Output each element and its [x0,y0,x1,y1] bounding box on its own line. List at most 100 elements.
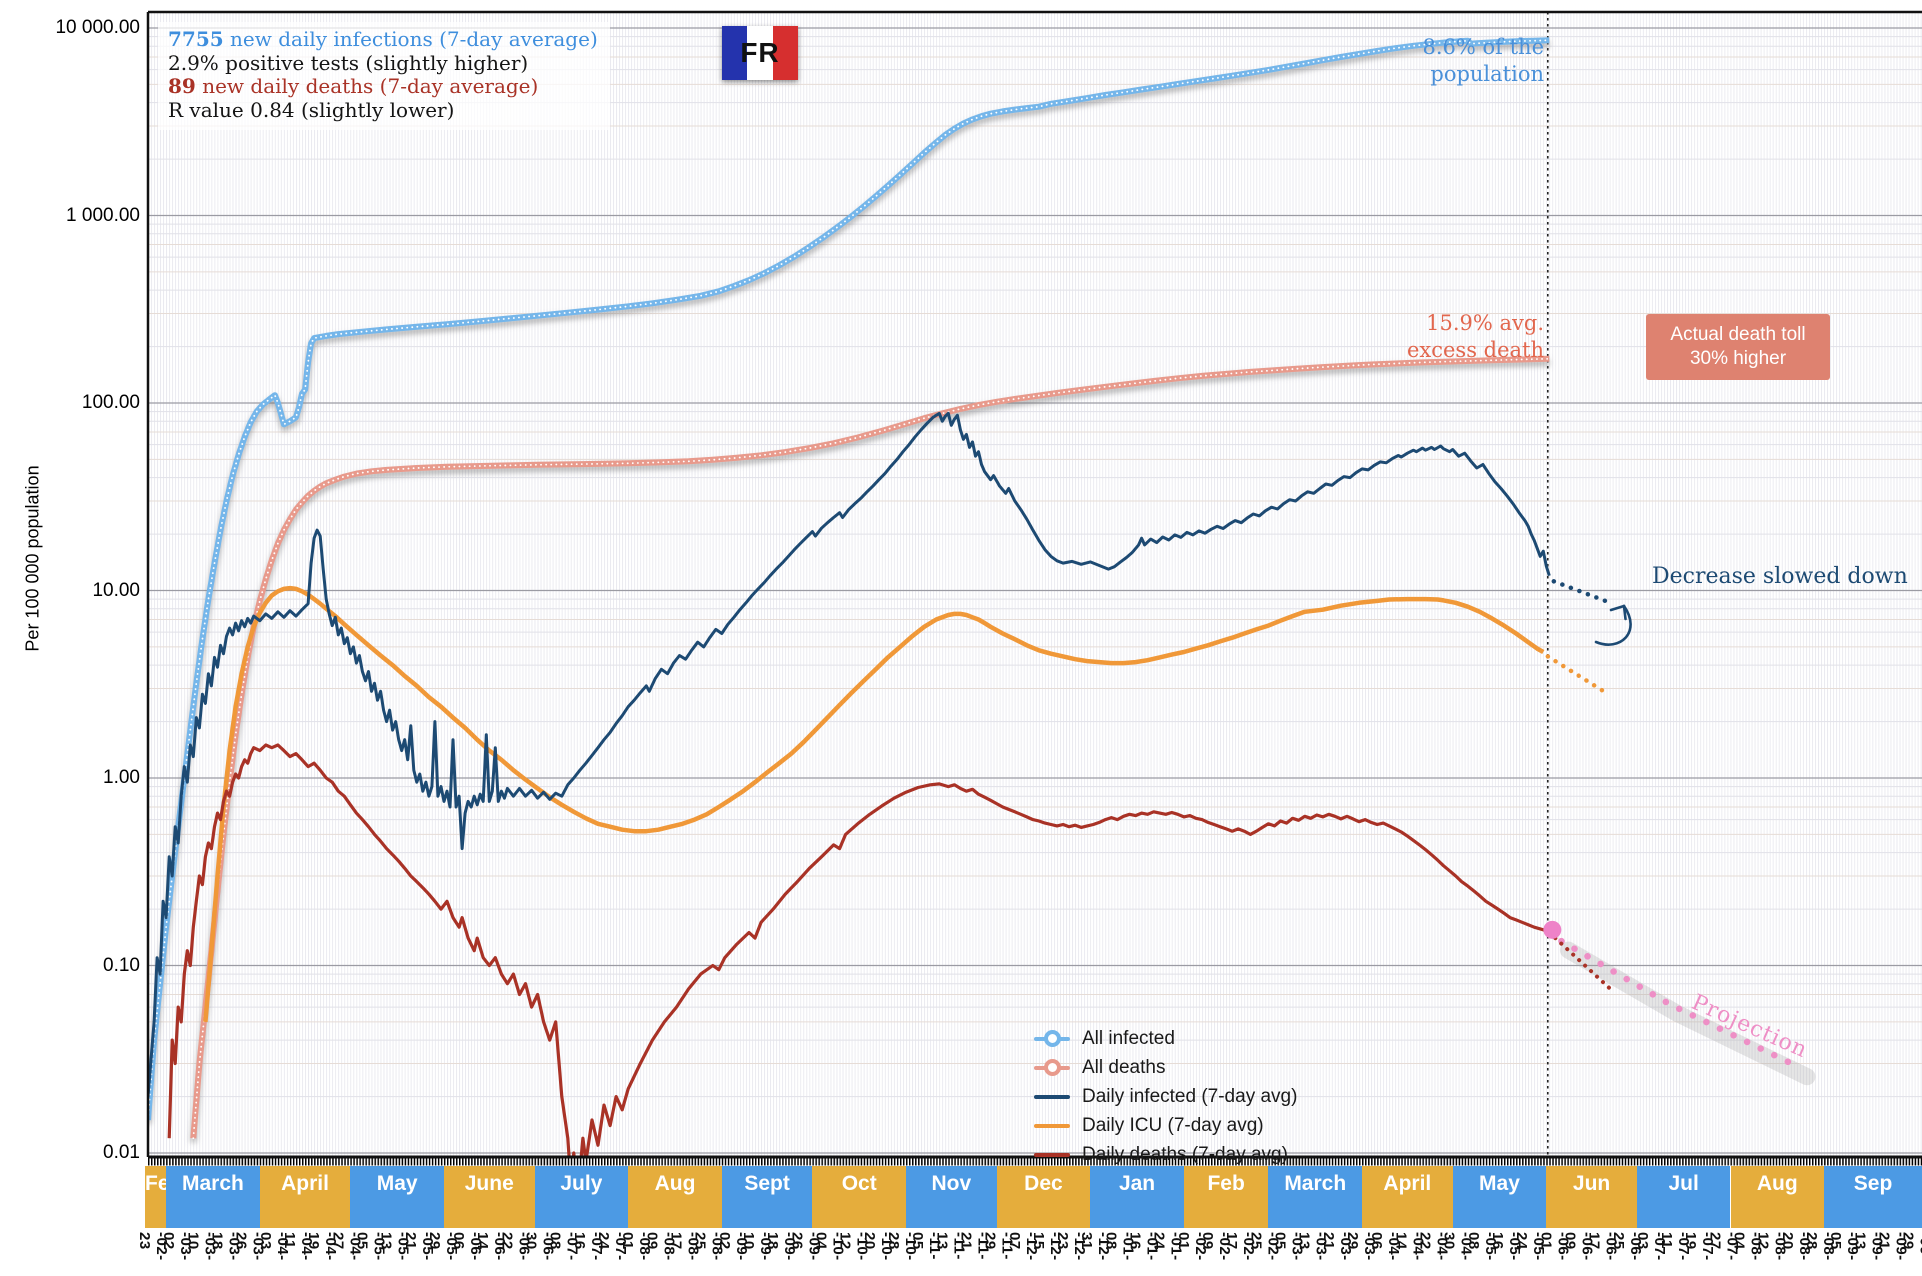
month-label: May [376,1172,418,1195]
decrease-annotation: Decrease slowed down [1652,564,1908,589]
excess-death-annotation: 15.9% avg. excess death [1406,311,1544,362]
x-tick-label: -10-12 [836,1232,871,1261]
y-tick-label: 10.00 [92,579,140,601]
month-label: April [1383,1172,1432,1195]
x-tick-label: -09-18 [764,1232,799,1261]
x-tick-label: -05-08 [1464,1232,1499,1261]
month-band-jan: Jan [1090,1166,1184,1228]
x-tick-label: -03-26 [232,1232,267,1261]
x-tick-label: -08-09 [643,1232,678,1261]
x-tick-label: -03-18 [208,1232,243,1261]
y-tick-label: 1 000.00 [66,204,140,226]
x-tick-label: -05-21 [401,1232,436,1261]
x-tick-label: -05-16 [1488,1232,1523,1261]
month-band-feb: Feb [145,1166,167,1228]
month-label: Sept [744,1172,790,1195]
month-label: Jul [1668,1172,1699,1195]
x-tick-label: -08-12 [1754,1232,1789,1261]
flag-country-code: FR [740,37,780,68]
y-tick-label: 0.10 [103,954,140,976]
series-daily-infected [149,411,1551,1097]
month-label: Sep [1853,1172,1893,1195]
x-tick-label: -12-15 [1029,1232,1064,1261]
month-label: Jan [1118,1172,1156,1195]
x-tick-label: -08-01 [619,1232,654,1261]
x-tick-label: -03-21 [1319,1232,1354,1261]
x-tick-label: -04-06 [1368,1232,1403,1261]
x-tick-label: -10-04 [812,1232,847,1261]
month-band-nov: Nov [906,1166,997,1228]
x-tick-label: -11-05 [909,1232,944,1260]
france-flag-icon: FR [722,26,798,80]
x-tick-label: -11-21 [957,1232,992,1260]
stat-infections-value: 7755 [168,27,224,51]
flag-white-stripe [747,26,773,80]
legend-item-daily-deaths: Daily deaths (7-day avg) [1032,1140,1297,1169]
month-band-may: May [350,1166,444,1228]
x-tick-label: -01-08 [1102,1232,1137,1261]
x-tick-label: -04-30 [1440,1232,1475,1261]
month-band-aug: Aug [1730,1166,1825,1228]
x-tick-label: -12-07 [1005,1232,1040,1261]
x-tick-label: -04-22 [1416,1232,1451,1261]
x-tick-label: -03-05 [1271,1232,1306,1261]
month-label: April [281,1172,329,1195]
stat-r-value: R value 0.84 (slightly lower) [168,97,455,122]
legend-item-all-deaths: All deaths [1032,1053,1297,1082]
x-tick-label: -06-01 [1537,1232,1572,1261]
month-band-april: April [259,1166,351,1228]
x-tick-label: -01-24 [1150,1232,1185,1261]
x-axis-tick-comb [148,1158,1922,1166]
series-daily-icu [203,585,1545,1023]
stats-panel: 7755 new daily infections (7-day average… [158,22,610,130]
month-label: Feb [145,1172,167,1195]
month-label: March [182,1172,244,1195]
month-band-sep: Sep [1824,1166,1922,1228]
month-label: Nov [931,1172,972,1195]
x-tick-label: -02-09 [1199,1232,1234,1261]
x-tick-label: -07-08 [546,1232,581,1261]
x-tick-label: -08-28 [1803,1232,1838,1261]
x-tick-label: -09-26 [788,1232,823,1261]
x-tick-label: -06-06 [450,1232,485,1261]
x-tick-label: -12-23 [1054,1232,1089,1261]
month-band-feb: Feb [1183,1166,1269,1228]
month-label: Oct [841,1172,877,1195]
month-band-march: March [1268,1166,1363,1228]
x-tick-label: -02-17 [1223,1232,1258,1261]
legend-item-daily-icu: Daily ICU (7-day avg) [1032,1111,1297,1140]
projection-daily-icu [1545,654,1606,694]
x-tick-label: -07-19 [1682,1232,1717,1261]
x-tick-label: -11-29 [981,1232,1016,1260]
x-tick-label: -06-22 [498,1232,533,1261]
x-tick-label: -08-04 [1730,1232,1765,1261]
all-infected-marker-icon [1032,1030,1072,1047]
x-tick-label: -04-27 [329,1232,364,1261]
x-tick-label: -08-20 [1778,1232,1813,1261]
plot-background [148,12,1922,1157]
month-band-sept: Sept [721,1166,813,1228]
month-band-july: July [534,1166,629,1228]
x-tick-label: -01-16 [1126,1232,1161,1261]
month-label: June [464,1172,514,1195]
x-tick-label: -07-03 [1633,1232,1668,1261]
stat-deaths: 89 new daily deaths (7-day average) [168,74,539,98]
all-deaths-marker-icon [1032,1059,1072,1076]
x-tick-label: -04-19 [305,1232,340,1261]
x-tick-label: -04-14 [1392,1232,1427,1261]
x-tick-label: -07-27 [1706,1232,1741,1261]
flag-blue-stripe [722,26,748,80]
x-tick-label: -03-02 [160,1232,195,1261]
series-daily-deaths [167,743,1550,1156]
flag-red-stripe [772,26,798,80]
x-tick-label: -04-03 [256,1232,291,1261]
x-tick-label: -10-28 [884,1232,919,1261]
chart-legend: All infected All deaths Daily infected (… [1032,1024,1297,1169]
month-band-oct: Oct [812,1166,907,1228]
death-toll-badge: Actual death toll 30% higher [1646,314,1830,380]
month-label: Feb [1207,1172,1245,1195]
x-tick-label: -06-25 [1609,1232,1644,1261]
x-tick-label: -05-13 [377,1232,412,1261]
